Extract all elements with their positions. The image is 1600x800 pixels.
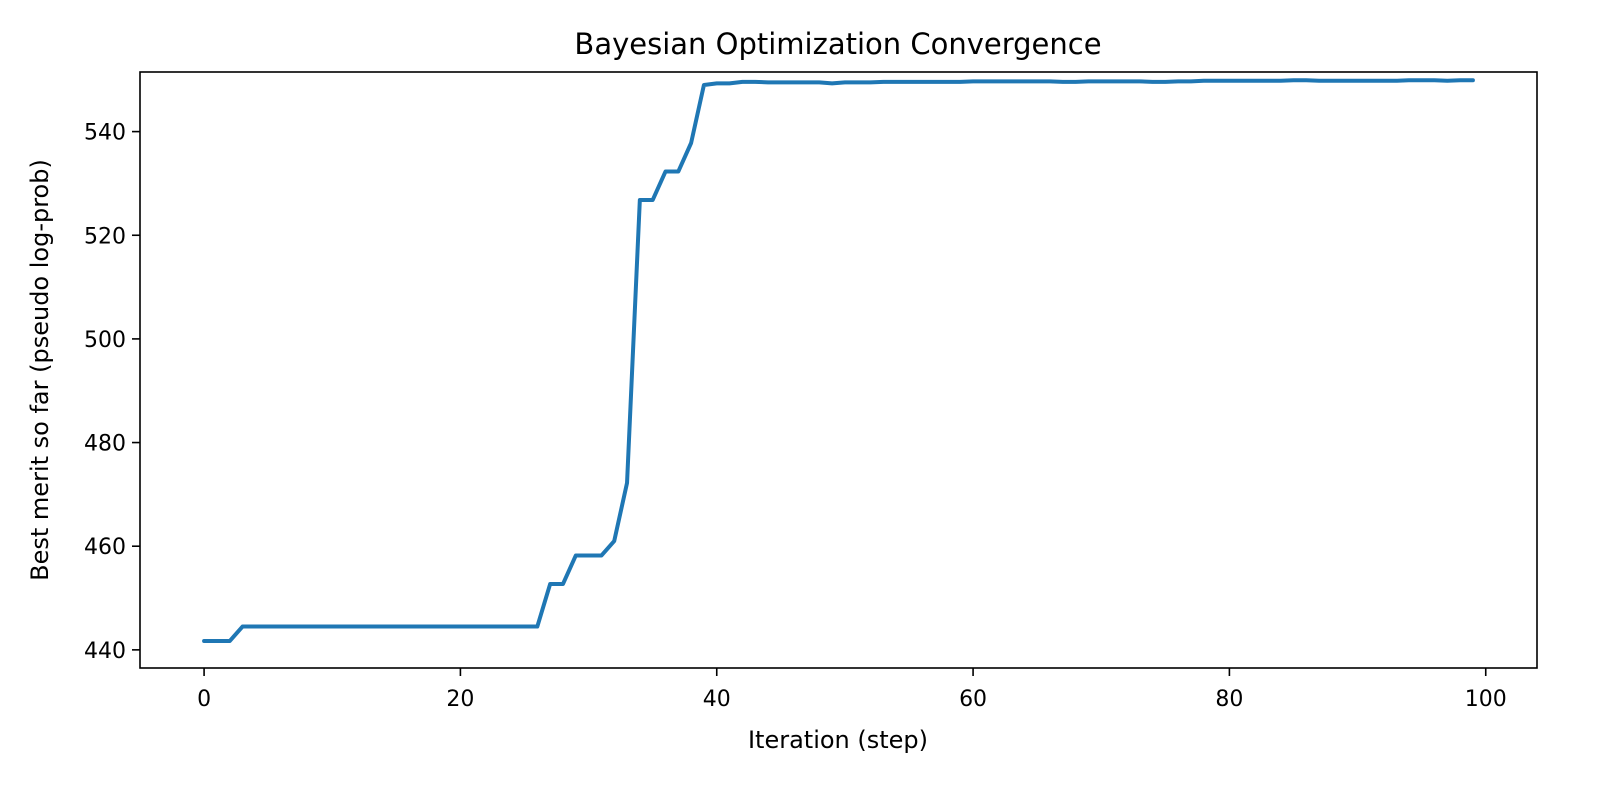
- x-tick-label: 20: [446, 687, 474, 712]
- y-axis-ticks: 440 460 480 500 520 540: [84, 121, 140, 664]
- y-tick-label: 520: [84, 224, 126, 249]
- chart-title: Bayesian Optimization Convergence: [574, 27, 1101, 61]
- x-tick-label: 60: [959, 687, 987, 712]
- x-tick-label: 40: [703, 687, 731, 712]
- y-tick-label: 540: [84, 121, 126, 146]
- y-axis-label: Best merit so far (pseudo log-prob): [26, 159, 54, 581]
- y-tick-label: 440: [84, 639, 126, 664]
- x-tick-label: 80: [1215, 687, 1243, 712]
- x-axis-ticks: 0 20 40 60 80 100: [197, 668, 1507, 712]
- x-tick-label: 0: [197, 687, 211, 712]
- y-tick-label: 480: [84, 432, 126, 457]
- series-line: [202, 78, 1475, 644]
- x-tick-label: 100: [1465, 687, 1507, 712]
- plot-frame: [139, 71, 1538, 669]
- y-tick-label: 460: [84, 535, 126, 560]
- y-tick-label: 500: [84, 328, 126, 353]
- x-axis-label: Iteration (step): [748, 726, 928, 754]
